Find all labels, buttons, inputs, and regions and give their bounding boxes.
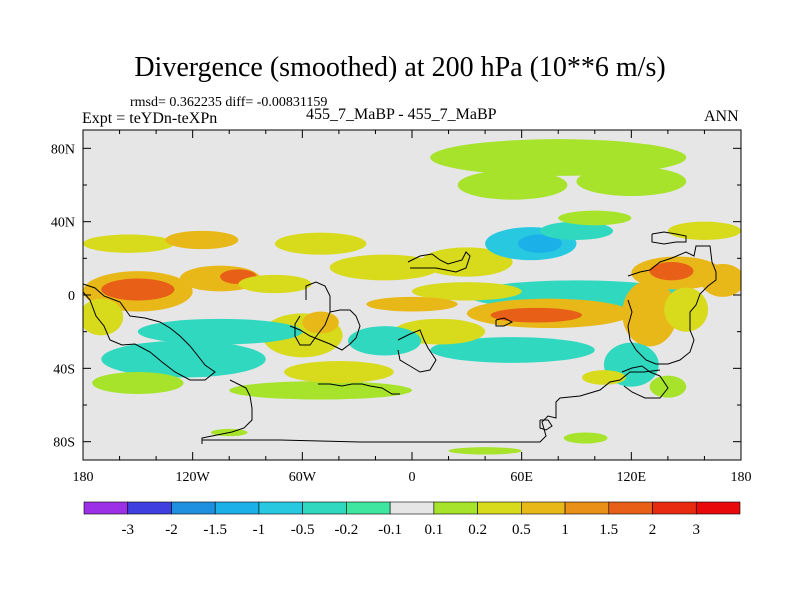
field-region-23 bbox=[576, 166, 687, 196]
field-region-33 bbox=[348, 326, 422, 356]
field-region-5 bbox=[83, 298, 124, 336]
colorbar-label: 0.5 bbox=[512, 522, 531, 538]
colorbar-label: -1.5 bbox=[203, 522, 227, 538]
cases-label: 455_7_MaBP - 455_7_MaBP bbox=[306, 106, 497, 123]
x-tick-label: 60W bbox=[289, 470, 317, 485]
field-region-19 bbox=[518, 234, 562, 253]
coastline-layer bbox=[83, 231, 717, 444]
y-tick-label: 0 bbox=[68, 289, 75, 304]
field-region-1 bbox=[101, 278, 175, 301]
colorbar-swatch bbox=[214, 501, 260, 515]
colorbar-label: 0.1 bbox=[424, 522, 443, 538]
colorbar-label: 2 bbox=[649, 522, 657, 538]
colorbar-swatch bbox=[652, 501, 697, 515]
field-region-42 bbox=[563, 432, 608, 444]
chart-title: Divergence (smoothed) at 200 hPa (10**6 … bbox=[134, 52, 666, 83]
stats-text: rmsd= 0.362235 diff= -0.00831159 bbox=[130, 95, 328, 110]
field-region-40 bbox=[649, 375, 687, 398]
field-region-25 bbox=[667, 221, 741, 240]
coastline-pacific-islands bbox=[651, 231, 687, 245]
coastline-africa-south bbox=[289, 309, 361, 351]
colorbar-swatch bbox=[127, 501, 172, 515]
field-region-16 bbox=[329, 254, 440, 281]
colorbar-swatch bbox=[477, 501, 522, 515]
x-tick-label: 0 bbox=[409, 470, 416, 485]
colorbar-swatch bbox=[302, 501, 347, 515]
axes-layer: 180 120W 60W 0 60E 120E 180 80N 40N 0 40S 80S bbox=[51, 130, 752, 485]
field-region-12 bbox=[284, 361, 394, 383]
colorbar: -3 -2 -1.5 -1 -0.5 -0.2 -0.1 0.1 0.2 0.5 1 1.5 2 3 bbox=[83, 501, 741, 538]
field-region-37 bbox=[622, 280, 678, 347]
x-tick-label: 120E bbox=[617, 470, 647, 485]
y-tick-label: 40S bbox=[53, 362, 75, 377]
colorbar-label: 1 bbox=[561, 522, 569, 538]
x-tick-label: 180 bbox=[73, 470, 94, 485]
x-tick-label: 60E bbox=[510, 470, 533, 485]
field-region-35 bbox=[649, 262, 694, 281]
x-tick-label: 180 bbox=[731, 470, 752, 485]
season-label: ANN bbox=[704, 108, 739, 125]
colorbar-swatch bbox=[83, 501, 129, 515]
field-region-20 bbox=[539, 221, 614, 240]
field-region-38 bbox=[664, 287, 709, 332]
field-region-10 bbox=[92, 372, 184, 394]
colorbar-swatch bbox=[389, 501, 435, 515]
field-region-22 bbox=[457, 170, 568, 200]
field-region-15 bbox=[274, 232, 367, 255]
coastline-australia bbox=[621, 365, 669, 399]
colorbar-label: -0.1 bbox=[378, 522, 402, 538]
y-tick-label: 80N bbox=[51, 142, 75, 157]
field-region-4 bbox=[238, 274, 312, 294]
field-region-28 bbox=[366, 296, 458, 312]
colorbar-swatch bbox=[433, 501, 478, 515]
experiment-label: Expt = teYDn-teXPn bbox=[82, 110, 218, 127]
colorbar-swatch bbox=[521, 501, 566, 515]
field-layer bbox=[83, 139, 741, 455]
field-region-30 bbox=[490, 307, 582, 323]
colorbar-label: -2 bbox=[165, 522, 178, 538]
field-region-31 bbox=[430, 337, 595, 363]
colorbar-label: 0.2 bbox=[468, 522, 487, 538]
field-region-14 bbox=[165, 230, 239, 250]
coastline-antarctica-east bbox=[202, 369, 661, 443]
colorbar-label: -1 bbox=[253, 522, 266, 538]
field-region-24 bbox=[558, 210, 632, 226]
field-region-11 bbox=[229, 381, 412, 400]
colorbar-label: 1.5 bbox=[599, 522, 618, 538]
colorbar-label: -0.5 bbox=[291, 522, 315, 538]
colorbar-swatch bbox=[564, 501, 610, 515]
coastline-south-america bbox=[83, 283, 216, 381]
colorbar-swatch bbox=[608, 501, 653, 515]
field-region-8 bbox=[137, 318, 303, 345]
coastline-east-asia bbox=[627, 245, 717, 365]
field-region-43 bbox=[448, 447, 522, 455]
x-tick-label: 120W bbox=[176, 470, 211, 485]
colorbar-swatch bbox=[171, 501, 216, 515]
coastline-islands bbox=[318, 383, 400, 395]
colorbar-swatch bbox=[346, 501, 391, 515]
colorbar-swatch bbox=[695, 501, 741, 515]
coastline-north-america bbox=[407, 251, 471, 273]
colorbar-swatch bbox=[258, 501, 303, 515]
colorbar-label: 3 bbox=[693, 522, 701, 538]
y-tick-label: 40N bbox=[51, 216, 75, 231]
field-region-41 bbox=[581, 370, 626, 385]
coastline-south-asia bbox=[397, 329, 437, 373]
y-tick-label: 80S bbox=[53, 436, 75, 451]
field-region-13 bbox=[83, 234, 175, 253]
colorbar-label: -0.2 bbox=[335, 522, 359, 538]
colorbar-label: -3 bbox=[121, 522, 134, 538]
field-region-21 bbox=[430, 139, 687, 176]
coastline-new-zealand bbox=[539, 419, 553, 431]
coastline-indonesia bbox=[495, 317, 514, 327]
field-region-7 bbox=[302, 311, 339, 334]
field-region-9 bbox=[101, 340, 266, 378]
coastline-antarctica bbox=[201, 379, 253, 444]
field-region-27 bbox=[412, 282, 522, 301]
coastline-africa bbox=[294, 281, 331, 346]
field-region-36 bbox=[700, 263, 741, 297]
